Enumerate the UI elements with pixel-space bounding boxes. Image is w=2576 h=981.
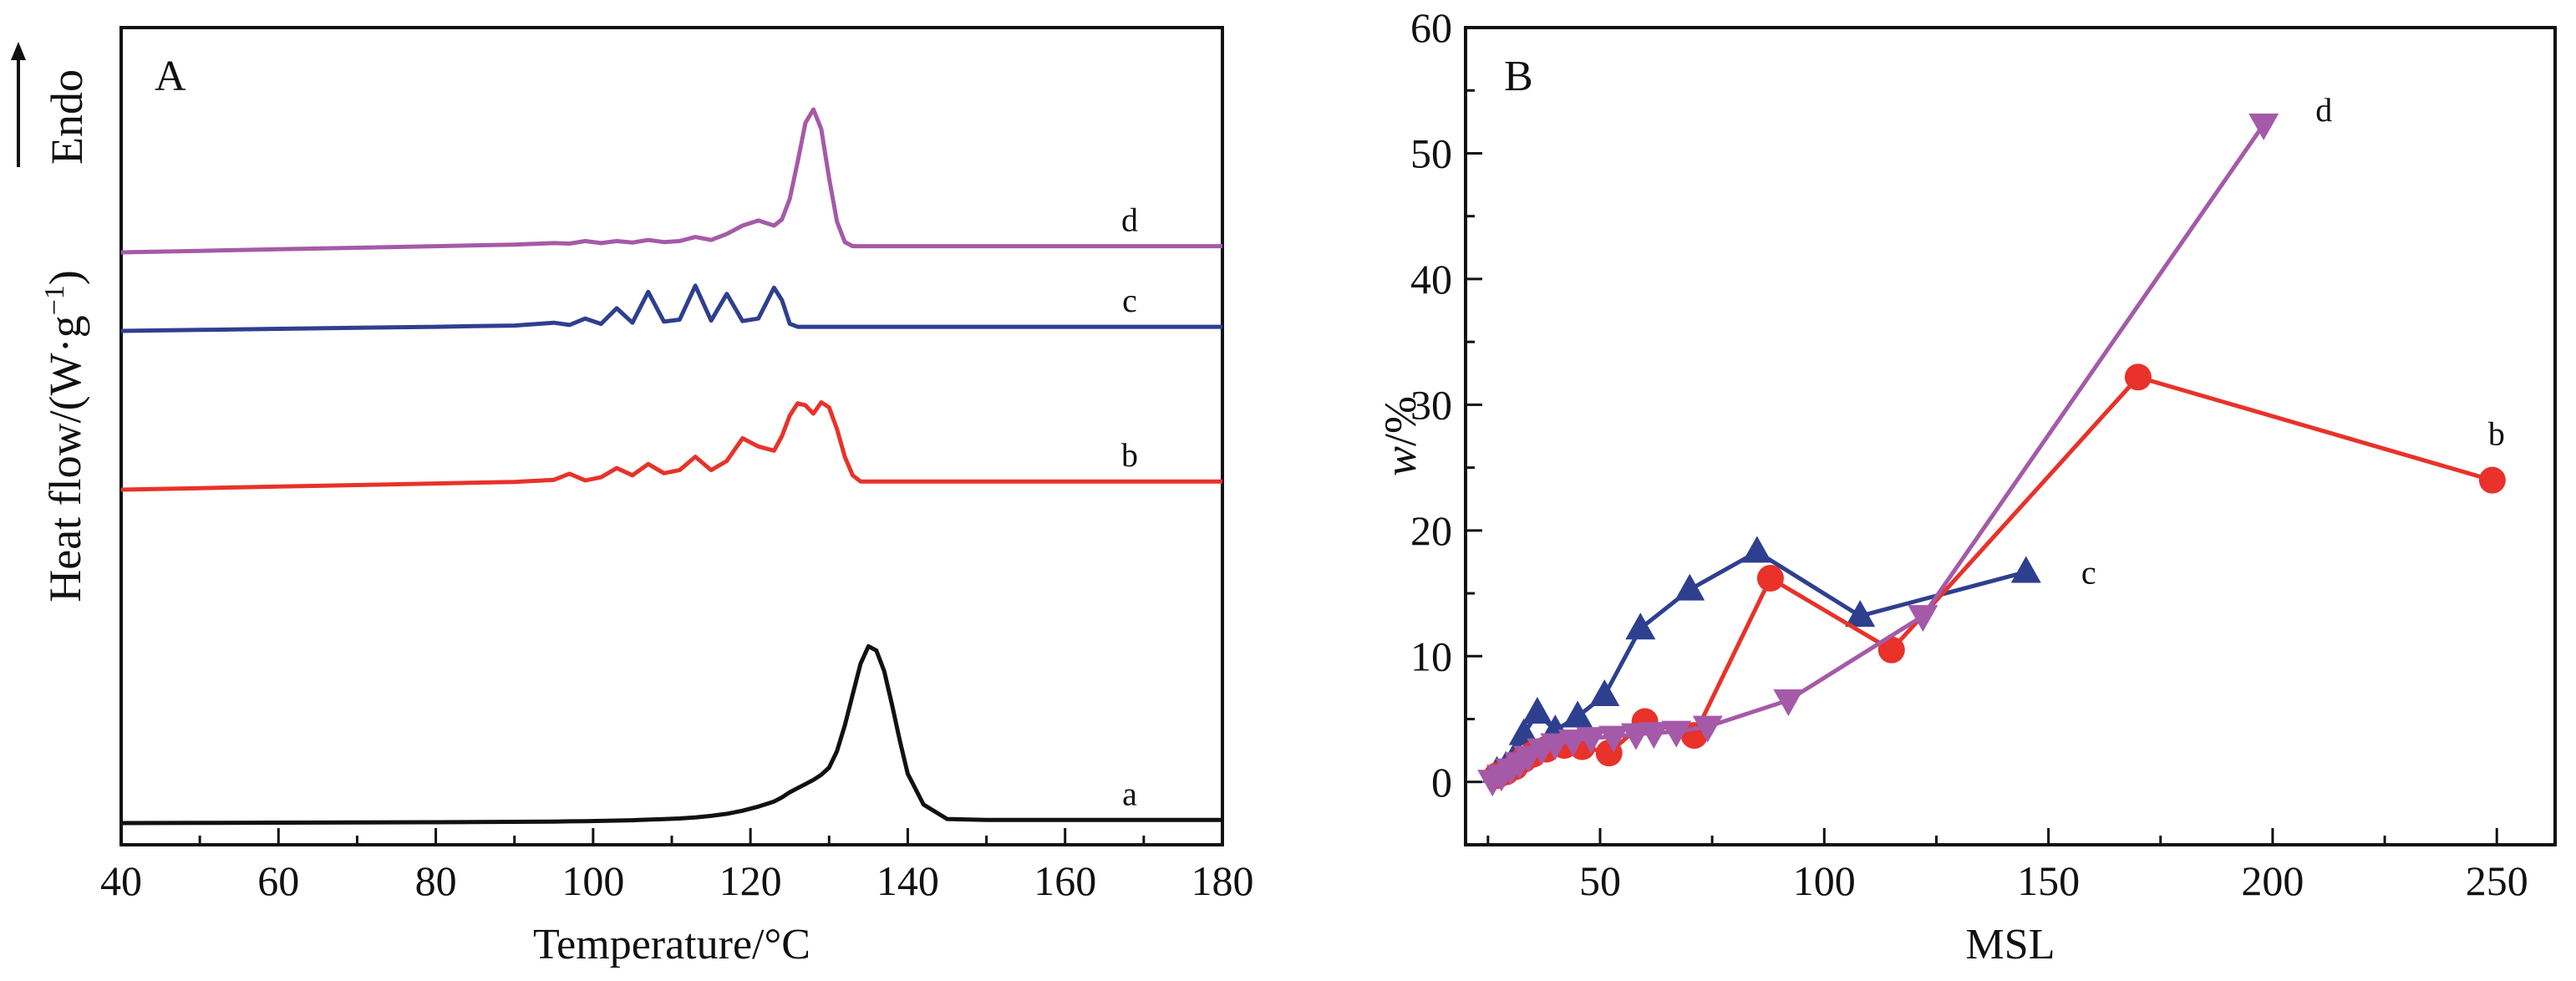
- panel-b-y-axis-label-rest: /%: [1375, 396, 1425, 446]
- series-label-c: c: [2081, 553, 2096, 591]
- point-d: [1576, 727, 1607, 755]
- panel-b-series-labels: b c d: [2081, 91, 2505, 592]
- point-c: [1741, 536, 1772, 563]
- panel-a-x-tick-label: 60: [257, 857, 299, 904]
- point-d: [1661, 720, 1692, 748]
- panel-a-x-tick-label: 140: [876, 857, 939, 904]
- curve-label-d: d: [1121, 201, 1138, 239]
- panel-a-x-tick-label: 160: [1034, 857, 1096, 904]
- panel-a-frame: [119, 26, 1224, 846]
- series-line-d: [1491, 123, 2266, 783]
- point-c: [1522, 697, 1552, 724]
- point-c: [1589, 679, 1620, 706]
- series-label-d: d: [2315, 91, 2332, 129]
- curve-label-a: a: [1122, 775, 1137, 812]
- point-b: [2478, 466, 2506, 494]
- panel-b-y-tick-label: 10: [1410, 633, 1452, 679]
- point-c: [1845, 600, 1876, 628]
- panel-a-x-ticks: 40 60 80 100 120 140 160 180: [100, 828, 1254, 904]
- point-d: [1773, 689, 1804, 716]
- panel-b-ticks: 50 100 150 200 250 0 10 20 30 40 50 60: [1410, 4, 2528, 904]
- point-b: [1877, 636, 1905, 663]
- panel-a-y-axis-label-superscript: −1: [39, 285, 70, 315]
- point-b: [2124, 363, 2152, 391]
- panel-a-y-axis-label: Heat flow/(W·g−1): [39, 270, 90, 602]
- point-d: [1692, 715, 1723, 743]
- point-d: [1598, 725, 1629, 753]
- panel-b-y-tick-label: 20: [1410, 507, 1452, 554]
- point-d: [2248, 113, 2279, 140]
- panel-a-y-axis-label-main: Heat flow/(W·g: [40, 315, 90, 602]
- point-d: [1540, 733, 1571, 760]
- point-c: [1674, 573, 1705, 601]
- panel-b-series: [1477, 113, 2506, 797]
- panel-a-x-tick-label: 180: [1191, 857, 1254, 904]
- point-c: [1562, 700, 1593, 728]
- panel-b-x-tick-label: 200: [2241, 857, 2304, 904]
- panel-b-x-tick-label: 250: [2466, 857, 2528, 904]
- endo-arrow-icon: [11, 42, 26, 167]
- endo-label: Endo: [42, 69, 92, 165]
- panel-b-y-tick-label: 0: [1431, 759, 1452, 806]
- panel-a-x-tick-label: 100: [561, 857, 624, 904]
- panel-b-y-axis-label: w/%: [1375, 396, 1425, 476]
- panel-b-frame: [1464, 26, 2557, 846]
- point-d: [1639, 722, 1669, 750]
- curve-a: [120, 643, 1222, 826]
- panel-b-y-tick-label: 40: [1410, 256, 1452, 302]
- point-d: [1908, 605, 1938, 633]
- panel-b-x-axis-label: MSL: [1966, 921, 2055, 968]
- curve-c: [120, 283, 1222, 333]
- curve-d: [120, 107, 1222, 255]
- panel-a-x-tick-label: 40: [100, 857, 142, 904]
- panel-b-y-tick-label: 30: [1410, 381, 1452, 428]
- panel-b-x-tick-label: 100: [1793, 857, 1856, 904]
- curve-label-c: c: [1122, 282, 1137, 319]
- point-c: [1508, 718, 1539, 745]
- panel-a-x-tick-label: 80: [415, 857, 457, 904]
- panel-a-x-tick-label: 120: [719, 857, 782, 904]
- point-c: [1625, 612, 1656, 640]
- point-d: [1557, 729, 1588, 757]
- panel-a: A 40 60 80 100 120 140 160 180 a b c d Temperature…: [11, 26, 1254, 968]
- panel-a-curves: [120, 107, 1222, 826]
- curve-label-b: b: [1121, 436, 1138, 474]
- panel-b-y-tick-label: 60: [1410, 4, 1452, 51]
- point-c: [2010, 556, 2041, 583]
- panel-a-letter: A: [155, 53, 186, 100]
- panel-b-letter: B: [1504, 53, 1533, 100]
- panel-b-y-tick-label: 50: [1410, 130, 1452, 176]
- curve-b: [120, 399, 1222, 492]
- panel-a-x-axis-label: Temperature/°C: [533, 921, 810, 968]
- panel-a-y-axis-label-close: ): [40, 270, 90, 285]
- panel-a-series-labels: a b c d: [1121, 201, 1138, 813]
- panel-b-y-axis-label-italic: w: [1375, 446, 1425, 476]
- series-label-b: b: [2488, 415, 2505, 453]
- panel-b-x-tick-label: 50: [1579, 857, 1621, 904]
- point-b: [1756, 565, 1784, 592]
- panel-b: B 50 100 150 200 250 0 10 20 30 40 50 60 b c d MSL w/…: [1375, 4, 2557, 968]
- panel-b-x-tick-label: 150: [2017, 857, 2080, 904]
